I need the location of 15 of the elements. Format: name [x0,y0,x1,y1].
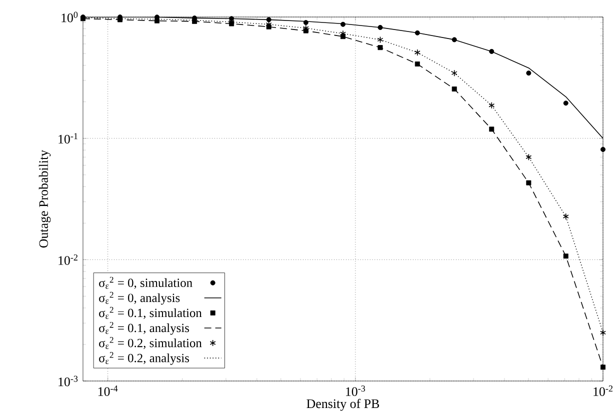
y-tick-label: 10$^{-2}$ [58,254,78,265]
y-tick-label: 10$^{0}$ [62,12,78,22]
y-axis-title: Outage Probability [38,150,51,248]
legend-label: σ$_{ε}$$^{2}$ = 0, analysis [99,292,180,305]
legend-label: σ$_{ε}$$^{2}$ = 0.1, analysis [99,322,189,335]
x-tick-label: 10$^{-3}$ [346,386,366,396]
x-tick-label: 10$^{-4}$ [98,386,118,396]
x-axis-title: Density of PB [306,398,380,411]
y-tick-label: 10$^{-3}$ [58,376,78,386]
x-tick-label: 10$^{-2}$ [594,386,612,396]
y-tick-label: 10$^{-1}$ [58,133,78,144]
legend-label: σ$_{ε}$$^{2}$ = 0.2, simulation [99,336,202,350]
legend-label: σ$_{ε}$$^{2}$ = 0.2, analysis [99,352,189,365]
legend-label: σ$_{ε}$$^{2}$ = 0, simulation [99,276,192,289]
legend-label: σ$_{ε}$$^{2}$ = 0.1, simulation [99,306,202,319]
